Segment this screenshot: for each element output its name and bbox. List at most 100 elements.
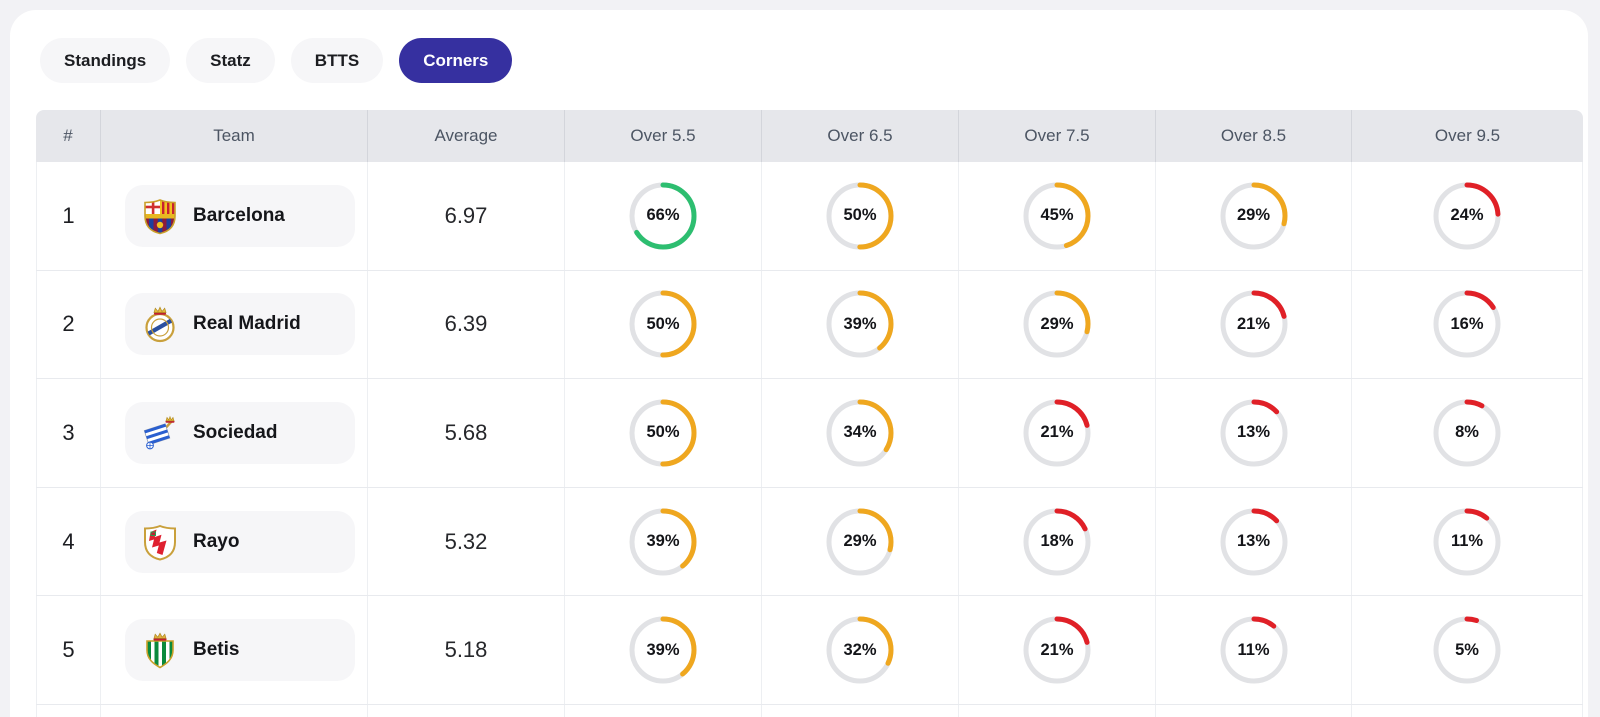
progress-ring: 24%	[1433, 182, 1501, 250]
ring-percent-label: 16%	[1450, 314, 1484, 333]
ring-percent-label: 24%	[1450, 206, 1484, 225]
over-cell: 50%	[565, 379, 762, 487]
over-cell: 50%	[762, 162, 959, 270]
progress-ring: 32%	[826, 616, 894, 684]
average-cell: 6.39	[368, 270, 565, 379]
progress-ring: 34%	[826, 399, 894, 467]
progress-ring: 39%	[629, 616, 697, 684]
rank-value: 5	[62, 637, 75, 663]
progress-ring: 29%	[826, 508, 894, 576]
team-name: Barcelona	[193, 204, 285, 226]
ring-percent-label: 13%	[1236, 423, 1271, 442]
team-name: Sociedad	[193, 421, 278, 443]
empty-cell	[36, 704, 101, 717]
over-cell: 32%	[762, 596, 959, 704]
progress-ring: 8%	[1433, 399, 1501, 467]
progress-ring: 16%	[1433, 290, 1501, 358]
over-cell: 45%	[959, 162, 1156, 270]
average-value: 6.97	[444, 202, 488, 228]
ring-percent-label: 21%	[1040, 423, 1074, 442]
tab-btts[interactable]: BTTS	[290, 38, 384, 83]
rank-cell: 1	[36, 162, 101, 270]
over-cell: 13%	[1156, 379, 1352, 487]
rank-cell: 2	[36, 270, 101, 379]
team-pill[interactable]: Real Madrid	[125, 293, 355, 356]
over-cell: 39%	[762, 270, 959, 379]
column-header-2: Average	[368, 110, 565, 162]
column-header-7: Over 9.5	[1434, 126, 1501, 145]
over-cell: 8%	[1352, 379, 1583, 487]
ring-percent-label: 50%	[843, 206, 877, 225]
over-cell: 13%	[1156, 487, 1352, 596]
ring-percent-label: 34%	[843, 423, 877, 442]
betis-crest-icon	[146, 632, 174, 669]
tab-statz[interactable]: Statz	[186, 38, 275, 83]
over-cell: 29%	[959, 270, 1156, 379]
table-row: 3 Sociedad 5.68 50% 34% 21% 13% 8%	[36, 379, 1583, 488]
team-cell: Betis	[101, 596, 368, 704]
column-header-4: Over 6.5	[762, 110, 959, 162]
tab-corners[interactable]: Corners	[399, 38, 513, 83]
progress-ring: 21%	[1023, 616, 1091, 684]
sociedad-crest-icon	[143, 415, 175, 450]
progress-ring: 21%	[1220, 290, 1288, 358]
rank-cell: 5	[36, 596, 101, 704]
content-card: Standings Statz BTTS Corners # Team Average Ov…	[10, 10, 1588, 717]
ring-percent-label: 32%	[843, 640, 877, 659]
rank-cell: 3	[36, 379, 101, 487]
progress-ring: 39%	[629, 508, 697, 576]
over-cell: 11%	[1156, 596, 1352, 704]
table-header-row: # Team Average Over 5.5 Over 6.5 Over 7.5 Over…	[36, 110, 1583, 162]
over-cell: 66%	[565, 162, 762, 270]
ring-percent-label: 39%	[843, 314, 877, 333]
over-cell: 39%	[565, 487, 762, 596]
ring-percent-label: 18%	[1040, 532, 1074, 551]
team-cell: Real Madrid	[101, 270, 368, 379]
tab-bar: Standings Statz BTTS Corners	[40, 38, 513, 83]
ring-percent-label: 39%	[646, 640, 680, 659]
over-cell: 18%	[959, 487, 1156, 596]
over-cell: 29%	[762, 487, 959, 596]
over-cell: 50%	[565, 270, 762, 379]
over-cell: 39%	[565, 596, 762, 704]
empty-cell	[101, 704, 368, 717]
empty-cell	[368, 704, 565, 717]
ring-percent-label: 11%	[1237, 640, 1270, 659]
empty-cell	[1156, 704, 1352, 717]
ring-percent-label: 21%	[1040, 640, 1074, 659]
empty-cell	[565, 704, 762, 717]
over-cell: 21%	[1156, 270, 1352, 379]
team-pill[interactable]: Rayo	[125, 510, 355, 573]
table-row: 5 Betis 5.18 39% 32% 21% 11% 5%	[36, 596, 1583, 705]
column-header-5: Over 7.5	[959, 110, 1156, 162]
progress-ring: 45%	[1023, 182, 1091, 250]
team-pill[interactable]: Betis	[125, 619, 355, 682]
empty-cell	[959, 704, 1156, 717]
empty-cell	[1352, 704, 1583, 717]
average-cell: 6.97	[368, 162, 565, 270]
rank-value: 1	[62, 202, 75, 228]
team-pill[interactable]: Sociedad	[125, 401, 355, 464]
average-cell: 5.68	[368, 379, 565, 487]
ring-percent-label: 45%	[1040, 206, 1074, 225]
progress-ring: 39%	[826, 290, 894, 358]
average-value: 5.32	[444, 528, 488, 554]
progress-ring: 29%	[1220, 182, 1288, 250]
ring-percent-label: 66%	[646, 206, 680, 225]
progress-ring: 50%	[826, 182, 894, 250]
team-pill[interactable]: Barcelona	[125, 184, 355, 247]
progress-ring: 11%	[1433, 508, 1501, 576]
tab-standings[interactable]: Standings	[40, 38, 171, 83]
team-cell: Sociedad	[101, 379, 368, 487]
column-header-3: Over 5.5	[565, 110, 762, 162]
progress-ring: 50%	[629, 290, 697, 358]
ring-percent-label: 39%	[646, 532, 680, 551]
table-body: 1 Barcelona 6.97 66% 50% 45% 29% 24% 2 Real Mad…	[36, 162, 1583, 717]
team-name: Real Madrid	[193, 313, 301, 335]
empty-cell	[762, 704, 959, 717]
over-cell: 24%	[1352, 162, 1583, 270]
ring-percent-label: 29%	[1236, 206, 1271, 225]
average-value: 6.39	[444, 311, 488, 337]
table-row-partial	[36, 704, 1583, 717]
average-value: 5.18	[444, 637, 488, 663]
